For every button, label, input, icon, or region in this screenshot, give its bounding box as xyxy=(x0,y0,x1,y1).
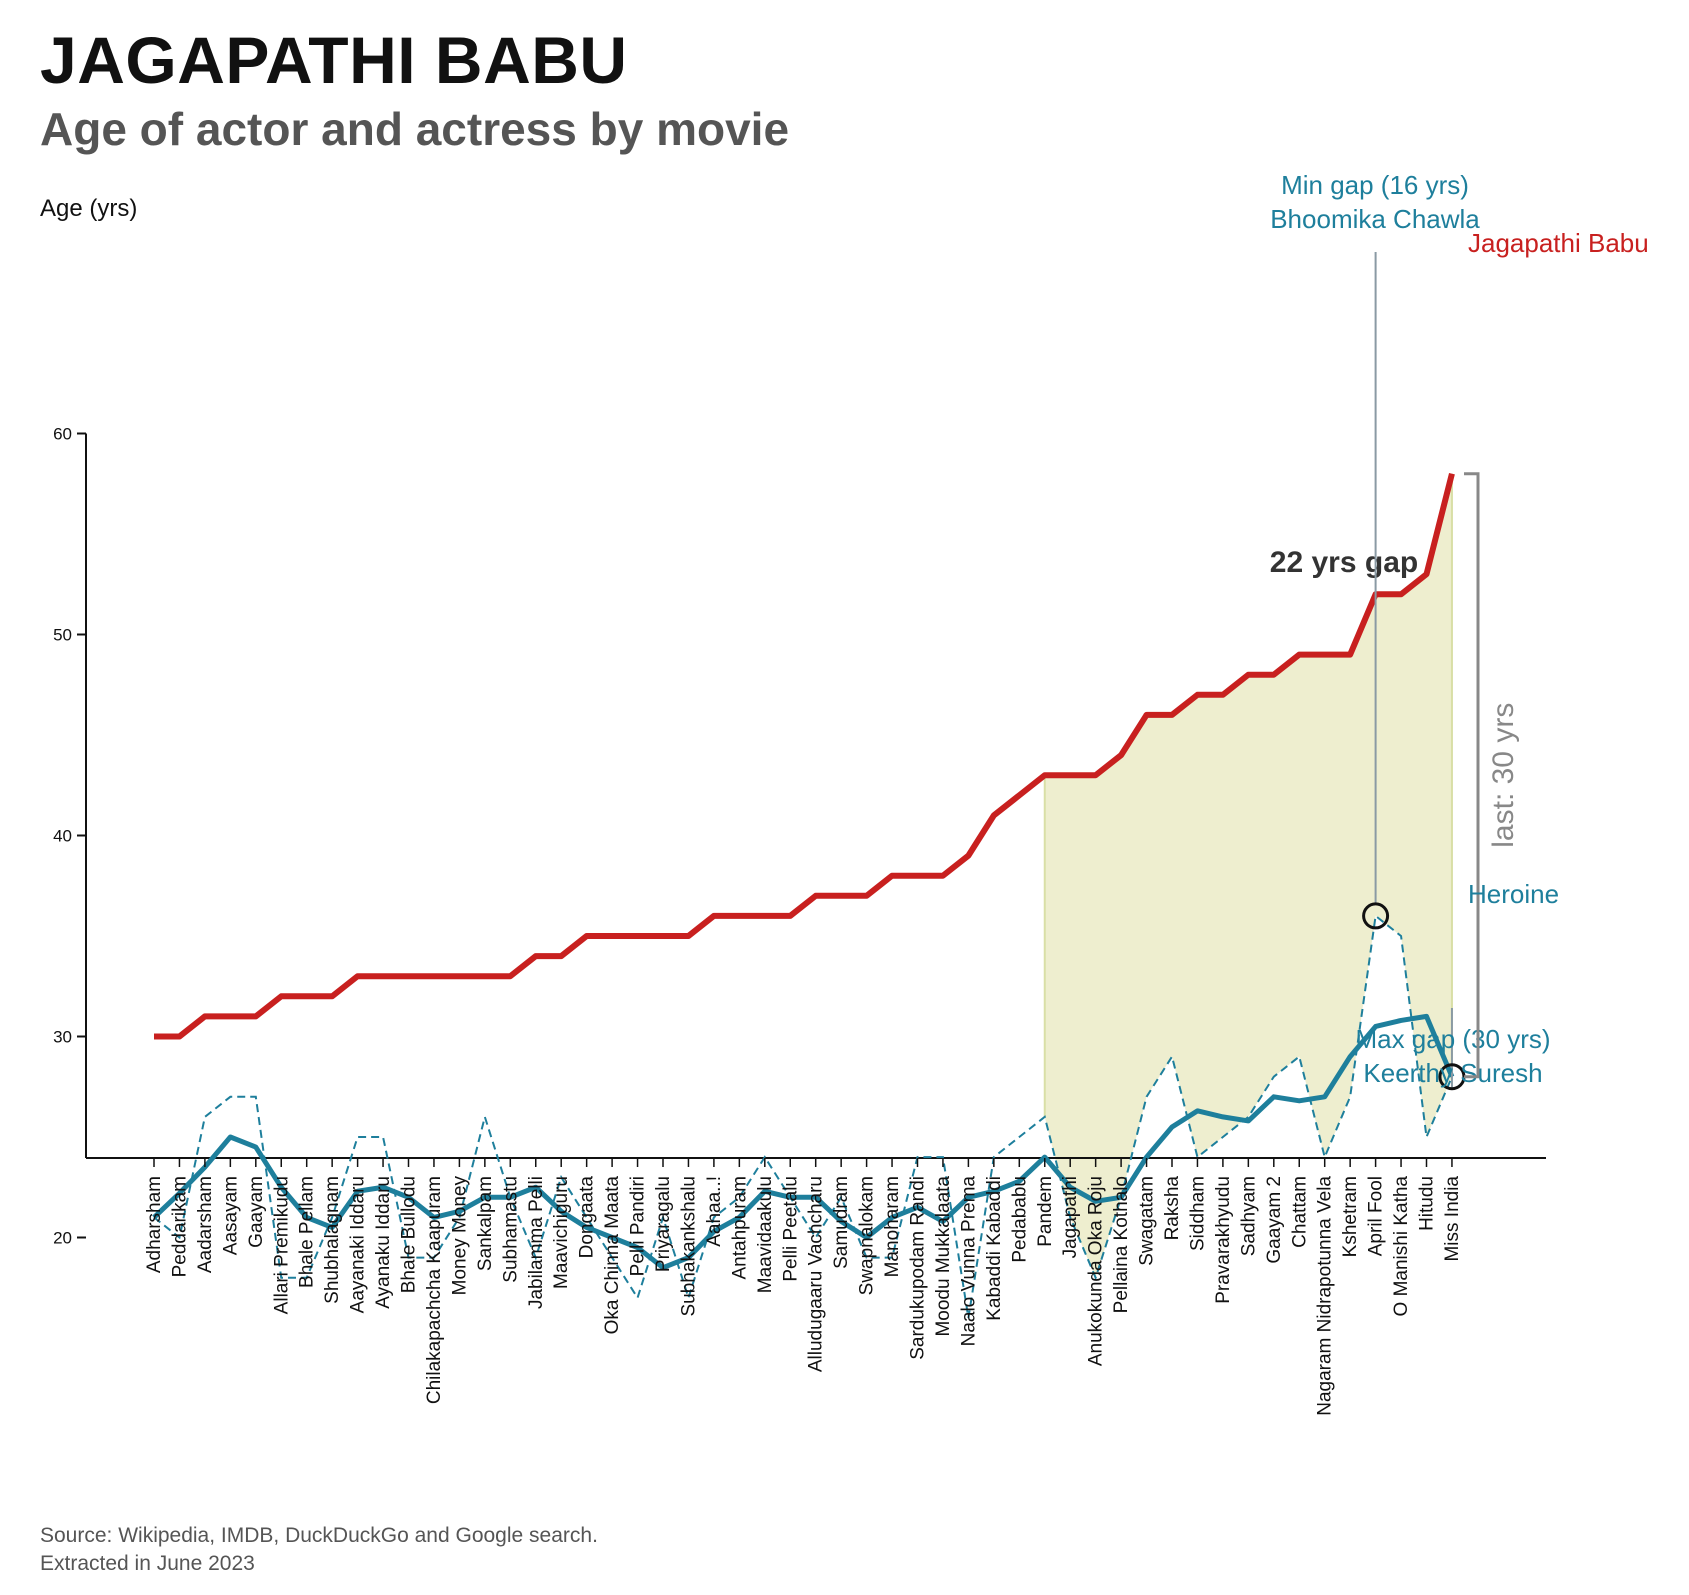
x-tick-label: Swapnalokam xyxy=(857,1176,878,1295)
max-gap-marker xyxy=(1438,1063,1466,1091)
x-tick-label: Sadhyam xyxy=(1238,1176,1259,1256)
heroine-series-label: Heroine xyxy=(1468,879,1559,909)
x-tick-label: O Manishi Katha xyxy=(1391,1176,1412,1317)
x-tick-label: Chattam xyxy=(1289,1176,1310,1248)
x-tick-label: Nagaram Nidrapotunna Vela xyxy=(1315,1176,1336,1416)
x-tick-label: Pravarakhyudu xyxy=(1213,1176,1234,1304)
x-tick-label: Samudram xyxy=(831,1176,852,1269)
x-tick-label: April Fool xyxy=(1366,1176,1387,1256)
x-tick-label: Sankalpam xyxy=(475,1176,496,1271)
x-tick-label: Siddham xyxy=(1187,1176,1208,1251)
x-tick-label: Shubhalagnam xyxy=(322,1176,343,1304)
x-tick-label: Jagapathi xyxy=(1060,1176,1081,1258)
heroine-age-line xyxy=(153,914,1453,1319)
y-tick-label-50: 50 xyxy=(53,626,72,645)
gap-region xyxy=(1044,473,1452,1278)
source-line-1: Source: Wikipedia, IMDB, DuckDuckGo and … xyxy=(40,1524,598,1547)
max-gap-label-1: Max gap (30 yrs) xyxy=(1355,1024,1550,1054)
x-tick-label: Swagatam xyxy=(1137,1176,1158,1266)
x-tick-label: Antahpuram xyxy=(729,1176,750,1280)
x-tick-label: Aadarsham xyxy=(195,1176,216,1273)
min-gap-label-2: Bhoomika Chawla xyxy=(1270,204,1480,234)
x-tick-label: Pandem xyxy=(1035,1176,1056,1247)
x-tick-label: Pelli Pandiri xyxy=(628,1176,649,1276)
x-tick-label: Subhamastu xyxy=(500,1176,521,1283)
x-tick-label: Aahaa..! xyxy=(704,1176,725,1247)
x-tick-label: Alludugaaru Vachcharu xyxy=(806,1176,827,1372)
x-tick-label: Pedababu xyxy=(1009,1176,1030,1263)
last-gap-bracket xyxy=(1464,472,1480,1079)
x-tick-label: Gaayam 2 xyxy=(1264,1176,1285,1264)
x-tick-label: Sardukupodam Randi xyxy=(908,1176,929,1360)
x-tick-label: Bhale Pellam xyxy=(297,1176,318,1288)
gap-label: 22 yrs gap xyxy=(1270,546,1418,579)
y-tick-label-60: 60 xyxy=(53,425,72,444)
actor-age-line xyxy=(154,472,1455,1040)
x-tick-label: Manoharam xyxy=(882,1176,903,1277)
x-tick-label: Gaayam xyxy=(246,1176,267,1248)
min-gap-marker xyxy=(1362,902,1390,930)
y-axis-label: Age (yrs) xyxy=(40,195,137,222)
x-tick-label: Moodu Mukkalaata xyxy=(933,1176,954,1337)
source-line-2: Extracted in June 2023 xyxy=(40,1552,255,1575)
y-tick-label-40: 40 xyxy=(53,827,72,846)
source-note: Source: Wikipedia, IMDB, DuckDuckGo and … xyxy=(40,1522,598,1578)
max-gap-label-2: Keerthy Suresh xyxy=(1363,1058,1542,1088)
x-tick-label: Priyaragalu xyxy=(653,1176,674,1272)
x-tick-label: Kshetram xyxy=(1340,1176,1361,1257)
x-tick-label: Chilakapachcha Kaapuram xyxy=(424,1176,445,1404)
x-tick-label: Dongaata xyxy=(577,1176,598,1259)
x-tick-label: Maavichiguru xyxy=(551,1176,572,1289)
chart-title: JAGAPATHI BABU xyxy=(40,23,628,97)
x-tick-label: Anukokunda Oka Roju xyxy=(1086,1176,1107,1366)
x-tick-label: Aasayam xyxy=(220,1176,241,1255)
x-tick-label: Peddarikam xyxy=(169,1176,190,1277)
x-tick-label: Raksha xyxy=(1162,1176,1183,1241)
x-tick-label: Pelli Peetalu xyxy=(780,1176,801,1282)
chart-subtitle: Age of actor and actress by movie xyxy=(40,103,790,155)
x-tick-label: Pellaina Kothalo xyxy=(1111,1176,1132,1313)
actor-series-label: Jagapathi Babu xyxy=(1468,228,1649,258)
x-tick-label: Aayanaki Iddaru xyxy=(348,1176,369,1313)
last-gap-label: last: 30 yrs xyxy=(1487,703,1520,848)
x-tick-label: Naalo Vunna Prema xyxy=(958,1176,979,1347)
y-tick-label-20: 20 xyxy=(53,1229,72,1248)
x-tick-label: Jabilamma Pelli xyxy=(526,1176,547,1309)
x-tick-label: Hitudu xyxy=(1417,1176,1438,1231)
x-tick-label: Miss India xyxy=(1442,1176,1463,1262)
x-tick-label: Maavidaakulu xyxy=(755,1176,776,1293)
x-tick-label: Subhakankshalu xyxy=(678,1176,699,1317)
min-gap-label-1: Min gap (16 yrs) xyxy=(1281,170,1469,200)
heroine-average-line xyxy=(152,1013,1455,1271)
x-tick-label: Ayanaku Iddaru xyxy=(373,1176,394,1309)
x-tick-label: Bhale Bullodu xyxy=(399,1176,420,1293)
x-tick-label: Allari Premikudu xyxy=(271,1176,292,1314)
x-tick-label: Money Money xyxy=(449,1176,470,1296)
x-tick-label: Adharsham xyxy=(144,1176,165,1273)
x-tick-label: Kabaddi Kabaddi xyxy=(984,1176,1005,1321)
x-tick-label: Oka Chinna Maata xyxy=(602,1176,623,1335)
y-tick-label-30: 30 xyxy=(53,1028,72,1047)
